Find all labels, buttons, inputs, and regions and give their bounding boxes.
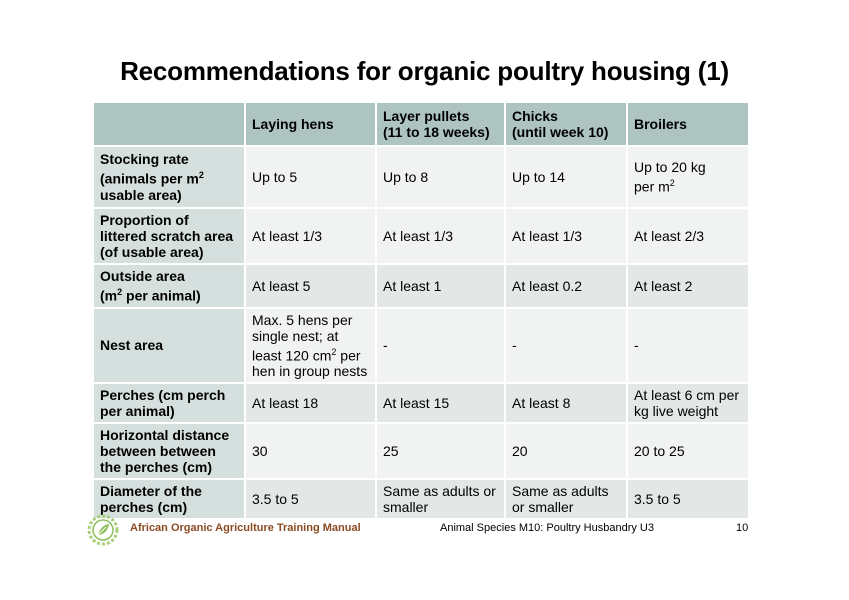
header-cell-empty bbox=[92, 101, 246, 147]
table-row: Outside area (m2 per animal) At least 5 A… bbox=[92, 263, 750, 309]
organic-leaf-logo-icon bbox=[87, 514, 119, 546]
table-cell: 3.5 to 5 bbox=[244, 478, 377, 521]
table-row: Stocking rate (animals per m2 usable area)… bbox=[92, 145, 750, 209]
table-cell: At least 8 bbox=[504, 382, 628, 425]
table-cell: At least 2/3 bbox=[626, 207, 750, 265]
table-row: Proportion of littered scratch area (of … bbox=[92, 207, 750, 265]
table-row: Diameter of the perches (cm) 3.5 to 5 Sa… bbox=[92, 478, 750, 521]
row-label: Perches (cm perch per animal) bbox=[92, 382, 246, 425]
table-cell: - bbox=[504, 306, 628, 385]
page-number: 10 bbox=[736, 522, 749, 534]
table-cell: At least 1/3 bbox=[375, 207, 506, 265]
footer-module-title: Animal Species M10: Poultry Husbandry U3 bbox=[440, 522, 654, 534]
table-cell: Same as adults or smaller bbox=[504, 478, 628, 521]
row-label: Nest area bbox=[92, 306, 246, 385]
table-cell: At least 18 bbox=[244, 382, 377, 425]
table-cell: Up to 8 bbox=[375, 145, 506, 209]
row-label: Horizontal distance between between the … bbox=[92, 422, 246, 481]
table-cell: 30 bbox=[244, 422, 377, 481]
table-cell: Up to 14 bbox=[504, 145, 628, 209]
header-cell-chicks: Chicks (until week 10) bbox=[504, 101, 628, 147]
table-row: Perches (cm perch per animal) At least 1… bbox=[92, 382, 750, 425]
table-header-row: Laying hens Layer pullets (11 to 18 weeks… bbox=[92, 101, 750, 147]
table-cell: At least 0.2 bbox=[504, 263, 628, 309]
table-cell: 25 bbox=[375, 422, 506, 481]
table-cell: At least 5 bbox=[244, 263, 377, 309]
table-cell: Same as adults or smaller bbox=[375, 478, 506, 521]
table-cell: Max. 5 hens per single nest; at least 12… bbox=[244, 306, 377, 385]
table-cell: 3.5 to 5 bbox=[626, 478, 750, 521]
table-cell: 20 to 25 bbox=[626, 422, 750, 481]
header-cell-layer-pullets: Layer pullets (11 to 18 weeks) bbox=[375, 101, 506, 147]
row-label: Diameter of the perches (cm) bbox=[92, 478, 246, 521]
table-cell: At least 1/3 bbox=[244, 207, 377, 265]
table-cell: Up to 5 bbox=[244, 145, 377, 209]
row-label: Outside area (m2 per animal) bbox=[92, 263, 246, 309]
footer-manual-title: African Organic Agriculture Training Man… bbox=[130, 522, 361, 534]
table-row: Nest area Max. 5 hens per single nest; a… bbox=[92, 306, 750, 385]
header-cell-broilers: Broilers bbox=[626, 101, 750, 147]
table-cell: 20 bbox=[504, 422, 628, 481]
table-cell: At least 6 cm per kg live weight bbox=[626, 382, 750, 425]
table-cell: - bbox=[626, 306, 750, 385]
table-cell: Up to 20 kg per m2 bbox=[626, 145, 750, 209]
table-cell: At least 1/3 bbox=[504, 207, 628, 265]
housing-table: Laying hens Layer pullets (11 to 18 weeks… bbox=[92, 101, 750, 521]
table-cell: At least 1 bbox=[375, 263, 506, 309]
table-row: Horizontal distance between between the … bbox=[92, 422, 750, 481]
page-title: Recommendations for organic poultry hous… bbox=[120, 56, 729, 86]
header-cell-laying-hens: Laying hens bbox=[244, 101, 377, 147]
table-cell: - bbox=[375, 306, 506, 385]
table-cell: At least 15 bbox=[375, 382, 506, 425]
row-label: Proportion of littered scratch area (of … bbox=[92, 207, 246, 265]
table-cell: At least 2 bbox=[626, 263, 750, 309]
row-label: Stocking rate (animals per m2 usable area) bbox=[92, 145, 246, 209]
